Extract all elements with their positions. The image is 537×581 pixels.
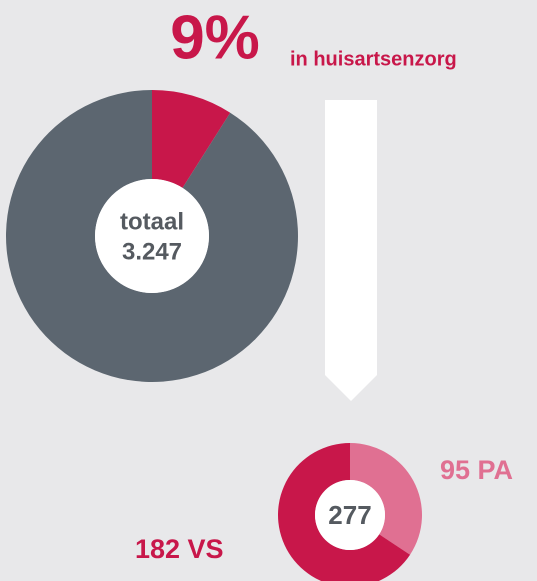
annotation: in huisartsenzorg xyxy=(290,48,457,70)
value-label: 182 VS xyxy=(135,534,224,564)
donut-segment xyxy=(350,443,422,555)
donut-segment xyxy=(278,443,411,581)
center-label: 277 xyxy=(328,500,371,530)
donut-segment xyxy=(5,90,298,382)
value-label: 95 PA xyxy=(440,455,513,485)
center-label: 3.247 xyxy=(122,238,182,265)
donut-hole xyxy=(315,480,385,550)
donut-hole xyxy=(95,179,209,293)
donut-segment xyxy=(152,90,231,188)
center-label: totaal xyxy=(120,208,184,235)
value-label: 9% xyxy=(170,3,260,72)
arrow xyxy=(325,100,377,401)
